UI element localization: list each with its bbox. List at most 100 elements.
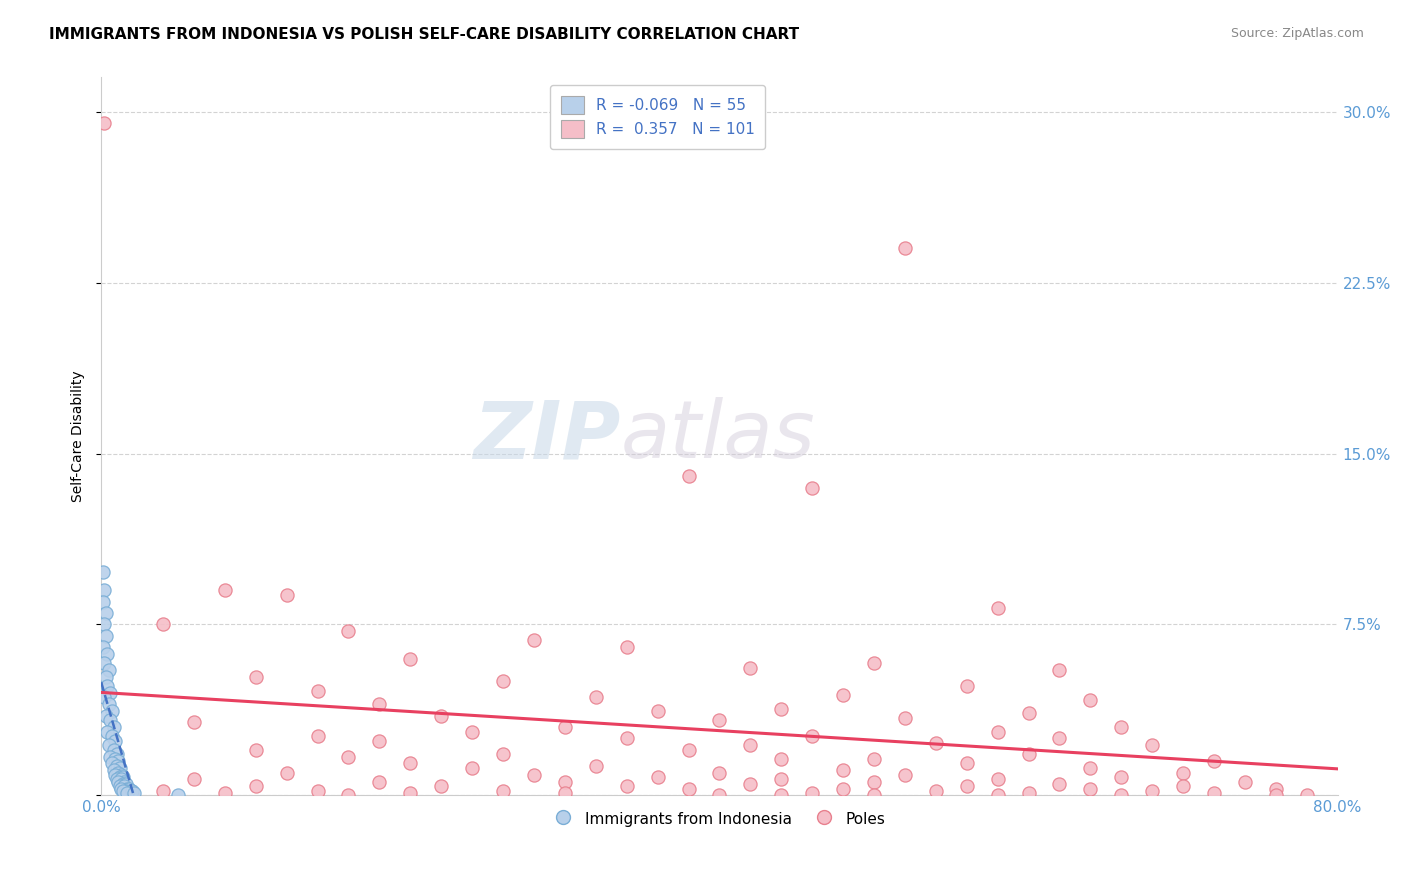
- Point: [103, 743, 125, 757]
- Point: [96, 679, 118, 693]
- Point: [152, 617, 174, 632]
- Point: [97, 697, 120, 711]
- Point: [183, 715, 205, 730]
- Point: [118, 781, 141, 796]
- Y-axis label: Self-Care Disability: Self-Care Disability: [72, 370, 86, 502]
- Point: [97, 738, 120, 752]
- Point: [108, 779, 131, 793]
- Point: [461, 724, 484, 739]
- Point: [122, 786, 145, 800]
- Point: [956, 779, 979, 793]
- Point: [616, 779, 638, 793]
- Point: [117, 786, 139, 800]
- Point: [987, 789, 1010, 803]
- Point: [1295, 789, 1317, 803]
- Point: [104, 752, 127, 766]
- Point: [1049, 777, 1071, 791]
- Point: [1202, 786, 1225, 800]
- Point: [1171, 765, 1194, 780]
- Point: [1109, 770, 1132, 784]
- Point: [1140, 738, 1163, 752]
- Legend: Immigrants from Indonesia, Poles: Immigrants from Indonesia, Poles: [548, 804, 891, 834]
- Point: [337, 624, 360, 639]
- Point: [678, 743, 700, 757]
- Point: [956, 679, 979, 693]
- Point: [94, 670, 117, 684]
- Point: [647, 704, 669, 718]
- Point: [111, 777, 134, 791]
- Point: [183, 772, 205, 787]
- Point: [832, 688, 855, 702]
- Point: [276, 588, 298, 602]
- Point: [1109, 789, 1132, 803]
- Point: [110, 781, 132, 796]
- Point: [337, 749, 360, 764]
- Point: [107, 774, 129, 789]
- Point: [1049, 663, 1071, 677]
- Point: [554, 786, 576, 800]
- Point: [863, 752, 886, 766]
- Point: [91, 565, 114, 579]
- Point: [1140, 784, 1163, 798]
- Point: [368, 774, 391, 789]
- Point: [430, 708, 453, 723]
- Point: [307, 729, 329, 743]
- Point: [101, 704, 124, 718]
- Point: [105, 758, 128, 772]
- Point: [121, 784, 143, 798]
- Point: [492, 674, 515, 689]
- Text: IMMIGRANTS FROM INDONESIA VS POLISH SELF-CARE DISABILITY CORRELATION CHART: IMMIGRANTS FROM INDONESIA VS POLISH SELF…: [49, 27, 800, 42]
- Point: [94, 606, 117, 620]
- Point: [368, 697, 391, 711]
- Point: [554, 774, 576, 789]
- Point: [1264, 781, 1286, 796]
- Point: [801, 481, 824, 495]
- Point: [103, 720, 125, 734]
- Point: [399, 786, 422, 800]
- Point: [987, 772, 1010, 787]
- Point: [585, 758, 607, 772]
- Point: [863, 789, 886, 803]
- Point: [1018, 706, 1040, 721]
- Point: [770, 752, 793, 766]
- Text: Source: ZipAtlas.com: Source: ZipAtlas.com: [1230, 27, 1364, 40]
- Point: [1080, 761, 1102, 775]
- Point: [245, 779, 267, 793]
- Point: [863, 656, 886, 670]
- Point: [108, 761, 131, 775]
- Point: [1018, 747, 1040, 762]
- Point: [987, 724, 1010, 739]
- Point: [770, 789, 793, 803]
- Point: [1049, 731, 1071, 746]
- Point: [770, 772, 793, 787]
- Point: [1080, 781, 1102, 796]
- Point: [523, 768, 546, 782]
- Point: [121, 789, 143, 803]
- Point: [770, 702, 793, 716]
- Point: [863, 774, 886, 789]
- Point: [801, 786, 824, 800]
- Point: [709, 713, 731, 727]
- Point: [616, 640, 638, 655]
- Point: [100, 686, 122, 700]
- Point: [740, 661, 762, 675]
- Point: [101, 756, 124, 771]
- Point: [93, 583, 115, 598]
- Point: [956, 756, 979, 771]
- Point: [709, 765, 731, 780]
- Point: [554, 720, 576, 734]
- Point: [167, 789, 190, 803]
- Point: [709, 789, 731, 803]
- Point: [894, 241, 917, 255]
- Point: [1080, 692, 1102, 706]
- Point: [461, 761, 484, 775]
- Point: [678, 469, 700, 483]
- Point: [307, 784, 329, 798]
- Point: [104, 733, 127, 747]
- Point: [214, 786, 236, 800]
- Point: [103, 764, 125, 778]
- Point: [93, 690, 115, 705]
- Point: [925, 784, 948, 798]
- Point: [492, 784, 515, 798]
- Point: [107, 754, 129, 768]
